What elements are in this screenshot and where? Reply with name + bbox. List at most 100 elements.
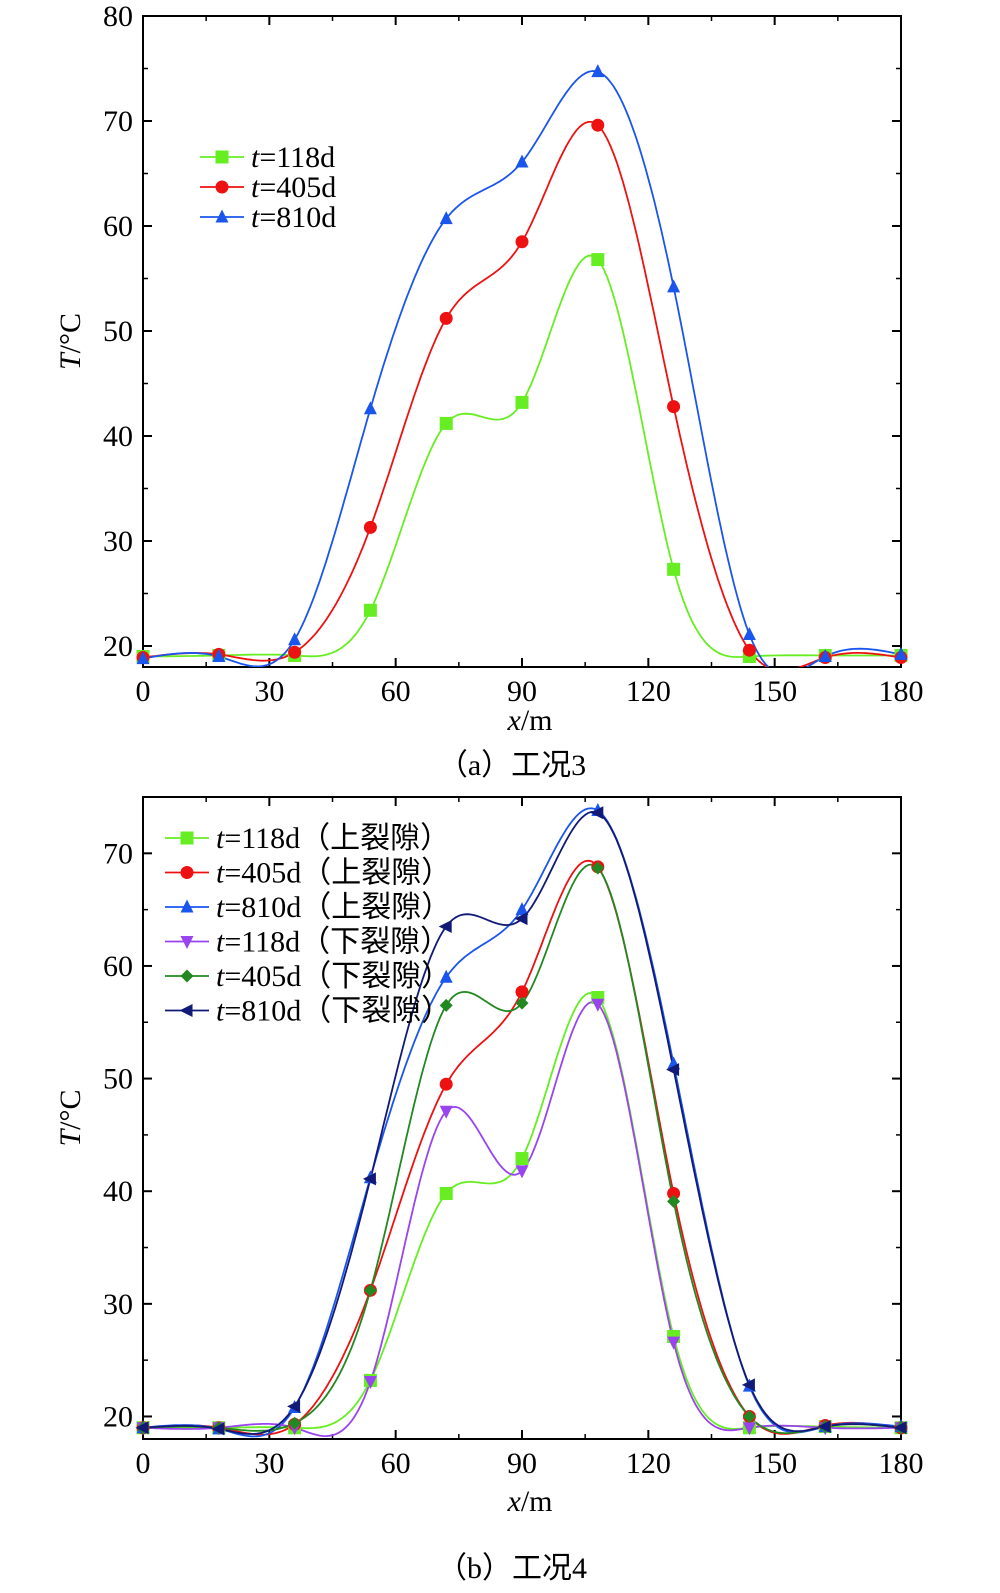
panel-caption: （a）工况3	[438, 749, 586, 782]
data-point	[818, 649, 832, 662]
data-point	[363, 401, 377, 415]
legend-label: t=405d（下裂隙）	[216, 960, 451, 993]
data-point	[667, 1186, 681, 1200]
data-point	[515, 1165, 529, 1179]
legend-marker	[179, 1004, 193, 1017]
y-tick-label: 50	[103, 315, 133, 348]
x-axis-title: x/m	[507, 1485, 553, 1518]
y-tick-label: 60	[103, 950, 133, 983]
legend-marker	[180, 969, 194, 983]
data-point	[667, 279, 681, 293]
data-point	[288, 645, 302, 659]
data-point	[438, 920, 452, 934]
legend-label: t=810d（上裂隙）	[216, 891, 451, 924]
y-tick-label: 30	[103, 1288, 133, 1321]
series-markers-5	[135, 806, 907, 1436]
x-tick-label: 60	[381, 1447, 411, 1480]
x-tick-label: 90	[507, 1447, 537, 1480]
data-point	[211, 1422, 225, 1436]
legend-label: t=810d	[251, 201, 336, 234]
y-tick-label: 80	[103, 0, 133, 33]
x-tick-label: 180	[879, 1447, 924, 1480]
legend: t=118d（上裂隙）t=405d（上裂隙）t=810d（上裂隙）t=118d（…	[165, 822, 451, 1028]
x-tick-label: 60	[381, 675, 411, 708]
data-point	[515, 395, 529, 409]
legend-marker	[180, 831, 194, 845]
data-point	[591, 64, 605, 78]
data-point	[817, 1420, 831, 1434]
data-point	[894, 646, 908, 660]
chart-panel-b: 0 30 60 90 120 150 180 20 30 40 50 60 70 x/m T/°C t=118…	[54, 796, 924, 1585]
data-point	[439, 969, 453, 983]
data-point	[363, 1283, 377, 1297]
data-point	[742, 643, 756, 657]
data-point	[893, 1421, 907, 1435]
legend-marker	[180, 936, 194, 949]
x-tick-label: 150	[752, 1447, 797, 1480]
data-point	[136, 651, 150, 665]
x-tick-label: 120	[626, 1447, 671, 1480]
plot-frame	[142, 15, 902, 668]
x-tick-label: 30	[254, 675, 284, 708]
legend-label: t=405d	[251, 171, 336, 204]
series-line-0	[143, 254, 901, 658]
data-point	[515, 1152, 529, 1166]
data-point	[212, 649, 226, 662]
y-tick-label: 40	[103, 420, 133, 453]
series-markers-0	[136, 253, 908, 663]
y-tick-label: 20	[103, 1400, 133, 1433]
data-point	[514, 912, 528, 926]
data-point	[439, 211, 453, 225]
data-point	[439, 416, 453, 430]
y-tick-label: 60	[103, 210, 133, 243]
legend-label: t=118d（下裂隙）	[216, 926, 450, 959]
data-point	[515, 996, 529, 1010]
y-tick-label: 40	[103, 1175, 133, 1208]
data-point	[515, 235, 529, 249]
series-line-3	[143, 1001, 901, 1438]
y-tick-label: 70	[103, 837, 133, 870]
panel-caption: （b）工况4	[437, 1552, 587, 1585]
series-markers-2	[136, 64, 908, 665]
legend-marker	[215, 150, 229, 164]
data-point	[439, 311, 453, 325]
x-tick-label: 0	[136, 675, 151, 708]
data-point	[742, 1409, 756, 1423]
legend-marker	[215, 180, 229, 194]
chart-panel-a: 0 30 60 90 120 150 180 20 30 40 50 60 70 80 x/m T/°C t=1…	[54, 0, 924, 782]
data-point	[742, 626, 756, 640]
data-point	[667, 562, 681, 576]
data-point	[287, 1399, 301, 1413]
y-axis-title: T/°C	[54, 313, 87, 370]
x-tick-label: 120	[626, 675, 671, 708]
data-point	[135, 1421, 149, 1435]
data-point	[742, 1422, 756, 1436]
y-tick-label: 20	[103, 630, 133, 663]
x-tick-label: 150	[752, 675, 797, 708]
legend-marker	[180, 866, 194, 879]
data-point	[667, 400, 681, 414]
legend-marker	[180, 899, 194, 913]
series-markers-3	[136, 998, 908, 1436]
legend-label: t=118d（上裂隙）	[216, 822, 450, 855]
data-point	[667, 1336, 681, 1350]
x-tick-label: 90	[507, 675, 537, 708]
data-point	[741, 1378, 755, 1392]
data-point	[515, 902, 529, 916]
data-point	[666, 1063, 680, 1077]
legend-marker	[215, 209, 229, 223]
x-tick-label: 30	[254, 1447, 284, 1480]
series-markers-0	[136, 990, 908, 1435]
data-point	[439, 998, 453, 1012]
data-point	[363, 520, 377, 534]
data-point	[363, 1376, 377, 1390]
data-point	[515, 154, 529, 168]
data-point	[362, 1172, 376, 1186]
x-tick-label: 0	[136, 1447, 151, 1480]
data-point	[590, 806, 604, 820]
data-point	[591, 861, 605, 875]
data-point	[439, 1186, 453, 1200]
data-point	[591, 998, 605, 1012]
